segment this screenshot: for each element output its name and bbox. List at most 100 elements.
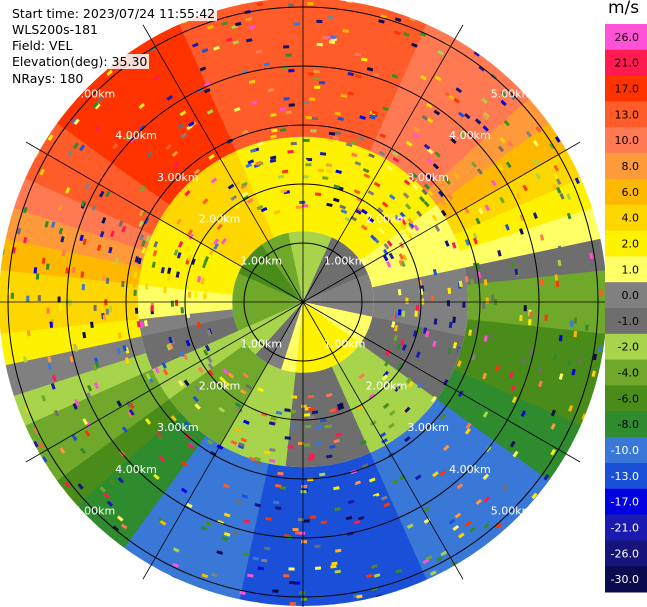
noise-gate	[158, 455, 166, 462]
colorbar-swatch	[605, 178, 647, 206]
noise-gate	[136, 321, 141, 328]
noise-gate	[458, 131, 465, 138]
noise-gate	[186, 311, 191, 319]
noise-gate	[362, 167, 370, 174]
noise-gate	[422, 558, 430, 565]
noise-gate	[373, 573, 381, 578]
noise-gate	[421, 298, 425, 305]
noise-gate	[538, 366, 543, 373]
noise-gate	[72, 142, 79, 150]
noise-gate	[392, 594, 400, 599]
noise-gate	[535, 126, 542, 133]
velocity-gate	[453, 174, 602, 253]
noise-gate	[381, 438, 388, 444]
noise-gate	[332, 136, 340, 140]
noise-gate	[165, 143, 172, 151]
noise-gate	[337, 405, 345, 411]
velocity-gate	[270, 0, 306, 138]
velocity-gate	[245, 254, 303, 302]
noise-gate	[394, 312, 399, 319]
noise-gate	[248, 79, 256, 85]
noise-gate	[458, 111, 465, 118]
noise-gate	[203, 256, 210, 263]
velocity-gate	[303, 302, 361, 350]
noise-gate	[411, 172, 418, 179]
colorbar-swatch	[605, 540, 647, 567]
noise-gate	[254, 456, 261, 462]
noise-gate	[396, 363, 403, 370]
noise-gate	[193, 168, 201, 175]
noise-gate	[386, 165, 393, 171]
colorbar-swatch	[605, 437, 647, 464]
range-ring-label: 4.00km	[115, 129, 157, 142]
noise-gate	[200, 525, 208, 531]
noise-gate	[138, 209, 145, 217]
velocity-gate	[0, 335, 146, 399]
velocity-gate	[146, 15, 237, 159]
noise-gate	[246, 198, 254, 204]
noise-gate	[285, 110, 292, 115]
azimuth-spoke	[302, 141, 581, 303]
noise-gate	[483, 523, 490, 530]
noise-gate	[1, 371, 6, 378]
noise-gate	[516, 108, 523, 116]
noise-gate	[334, 506, 341, 511]
noise-gate	[426, 174, 434, 181]
noise-gate	[448, 94, 455, 101]
range-ring-label: 3.00km	[157, 421, 199, 434]
noise-gate	[373, 181, 381, 188]
noise-gate	[400, 218, 407, 226]
velocity-gate	[0, 267, 139, 302]
noise-gate	[512, 450, 519, 458]
noise-gate	[553, 164, 560, 172]
noise-gate	[310, 129, 317, 133]
noise-gate	[397, 289, 402, 296]
velocity-gate	[232, 302, 303, 317]
noise-gate	[223, 531, 231, 537]
noise-gate	[330, 35, 337, 39]
noise-gate	[446, 347, 452, 355]
noise-gate	[554, 136, 561, 143]
noise-gate	[71, 266, 76, 274]
noise-gate	[473, 237, 478, 245]
noise-gate	[99, 230, 105, 238]
velocity-gate	[69, 411, 193, 535]
noise-gate	[221, 237, 227, 245]
range-ring-label: 1.00km	[324, 338, 366, 351]
noise-gate	[227, 372, 235, 379]
noise-gate	[277, 471, 284, 476]
colorbar-swatch	[605, 308, 647, 335]
noise-gate	[336, 402, 344, 408]
noise-gate	[347, 72, 354, 77]
velocity-gate	[324, 144, 372, 238]
noise-gate	[444, 240, 450, 247]
noise-gate	[366, 573, 373, 579]
noise-gate	[94, 125, 101, 132]
noise-gate	[398, 474, 406, 481]
colorbar-tick-label: 10.0	[615, 134, 640, 147]
noise-gate	[414, 474, 422, 481]
noise-gate	[243, 552, 251, 557]
velocity-gate	[152, 218, 242, 274]
noise-gate	[508, 371, 514, 379]
noise-gate	[74, 398, 80, 406]
noise-gate	[370, 495, 378, 501]
noise-gate	[120, 523, 128, 530]
noise-gate	[33, 440, 39, 448]
noise-gate	[359, 439, 367, 446]
noise-gate	[451, 241, 457, 249]
noise-gate	[558, 373, 564, 380]
noise-gate	[246, 38, 253, 43]
noise-gate	[528, 319, 532, 326]
noise-gate	[379, 432, 387, 438]
noise-gate	[146, 151, 153, 158]
noise-gate	[303, 101, 310, 105]
noise-gate	[57, 204, 63, 212]
noise-gate	[325, 163, 333, 168]
noise-gate	[227, 183, 235, 190]
noise-gate	[327, 138, 334, 143]
noise-gate	[138, 220, 144, 228]
noise-gate	[269, 447, 276, 453]
noise-gate	[483, 496, 491, 503]
noise-gate	[439, 491, 446, 498]
